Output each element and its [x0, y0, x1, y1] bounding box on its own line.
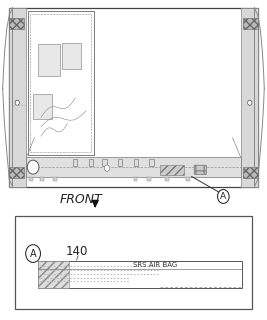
- Bar: [9, 167, 24, 178]
- Bar: [9, 8, 26, 187]
- Bar: [33, 94, 52, 119]
- Bar: [149, 159, 154, 166]
- Bar: [38, 44, 60, 76]
- Bar: [194, 165, 206, 174]
- Text: 140: 140: [66, 245, 88, 259]
- Bar: [186, 177, 190, 180]
- Bar: [134, 177, 138, 180]
- Bar: [147, 177, 151, 180]
- Bar: [30, 14, 91, 152]
- Text: A: A: [30, 249, 36, 259]
- Bar: [28, 11, 94, 155]
- Bar: [40, 177, 44, 180]
- Bar: [243, 18, 258, 29]
- Bar: [15, 215, 252, 309]
- Bar: [194, 165, 206, 174]
- Bar: [62, 43, 81, 69]
- Bar: [9, 8, 258, 187]
- Circle shape: [248, 100, 252, 105]
- Text: A: A: [220, 192, 226, 201]
- Bar: [9, 18, 24, 29]
- Bar: [160, 165, 184, 175]
- Bar: [165, 177, 169, 180]
- Bar: [102, 159, 107, 166]
- Bar: [134, 159, 138, 166]
- Bar: [53, 177, 57, 180]
- Circle shape: [218, 189, 229, 204]
- Text: SRS AIR BAG: SRS AIR BAG: [133, 262, 178, 268]
- Bar: [73, 159, 77, 166]
- Circle shape: [26, 245, 41, 262]
- Circle shape: [15, 100, 19, 105]
- Bar: [38, 260, 242, 288]
- Text: FRONT: FRONT: [59, 193, 102, 206]
- Bar: [89, 159, 93, 166]
- Bar: [38, 260, 69, 288]
- Bar: [26, 157, 241, 178]
- Bar: [241, 8, 258, 187]
- Bar: [243, 167, 258, 178]
- Bar: [29, 177, 33, 180]
- Circle shape: [27, 160, 39, 174]
- Bar: [118, 159, 122, 166]
- Circle shape: [104, 165, 110, 171]
